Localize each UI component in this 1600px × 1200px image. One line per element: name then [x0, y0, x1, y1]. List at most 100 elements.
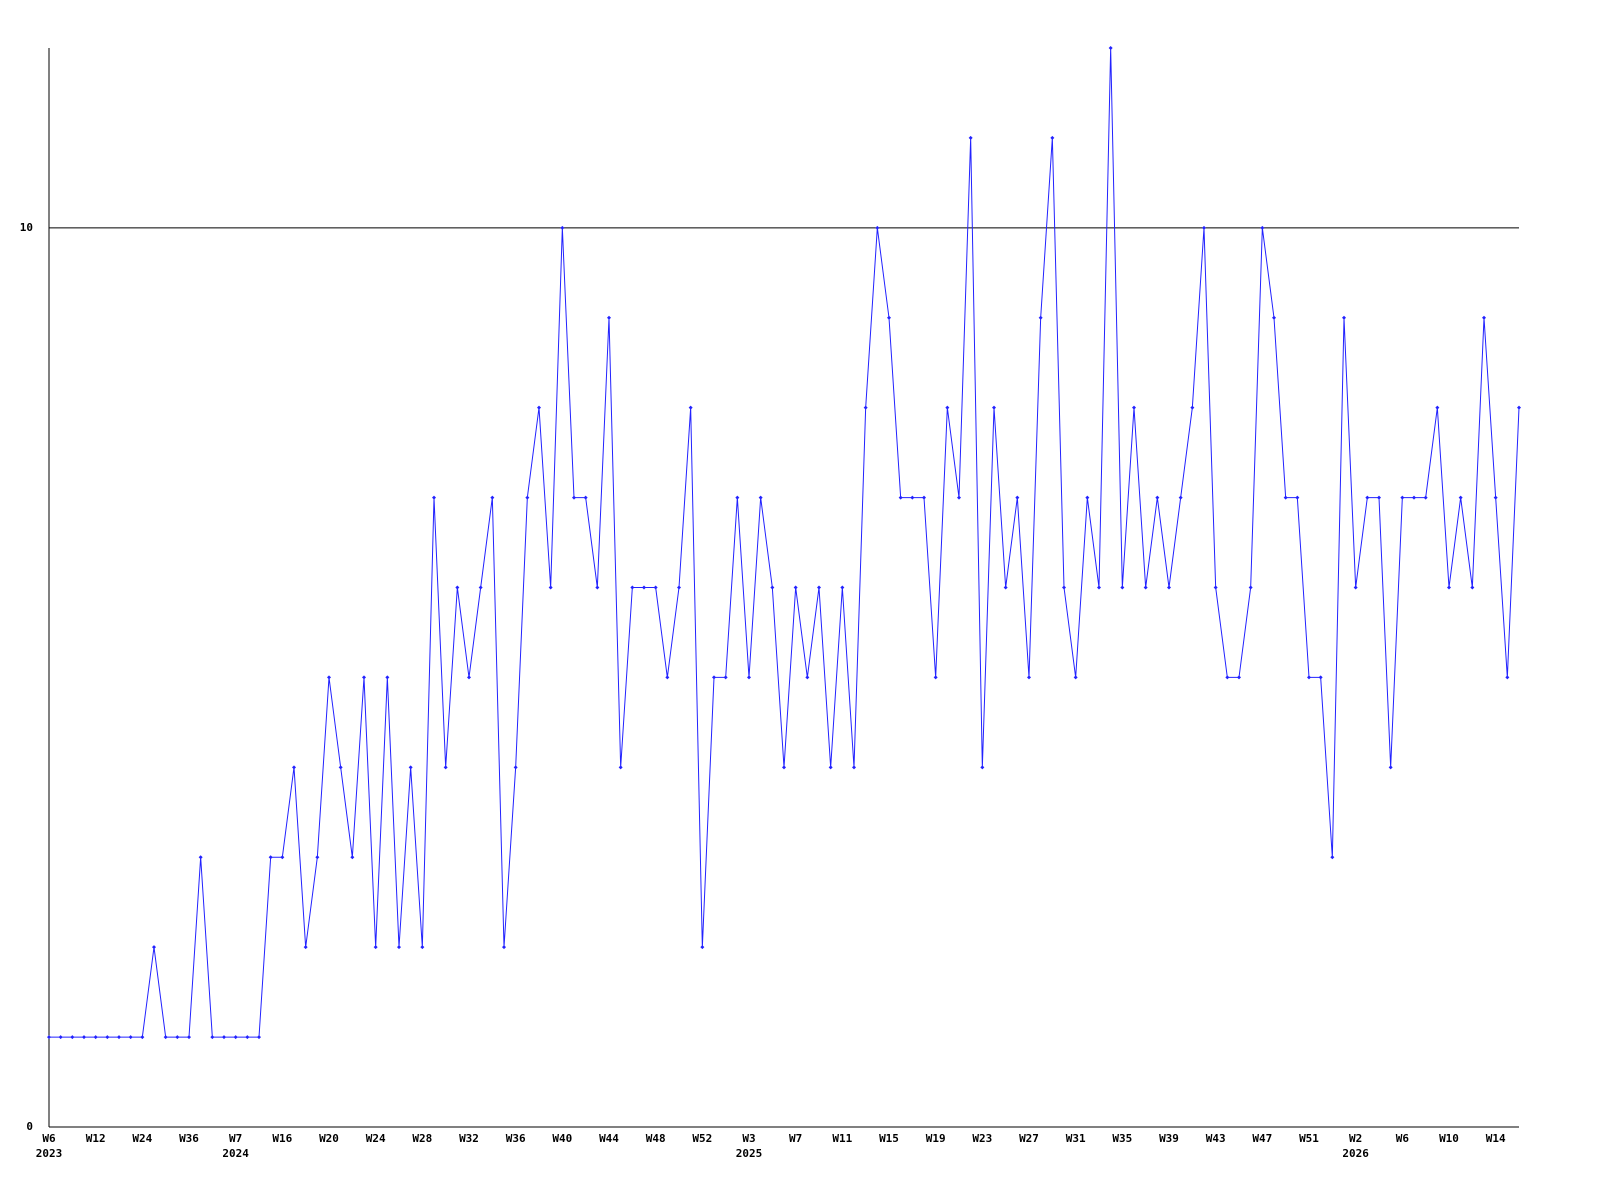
data-point [292, 765, 296, 770]
data-point [735, 495, 740, 500]
data-point [653, 585, 658, 590]
data-point [1458, 495, 1463, 500]
y-tick-label: 0 [26, 1120, 33, 1133]
data-point [303, 945, 308, 950]
data-point [1155, 495, 1160, 500]
data-point [373, 945, 378, 950]
x-tick-label: W6 [42, 1132, 56, 1145]
data-point [105, 1035, 110, 1040]
x-tick-label: W52 [692, 1132, 712, 1145]
data-point [758, 495, 763, 500]
data-point [1027, 675, 1031, 680]
data-point [210, 1035, 215, 1040]
data-point [887, 315, 891, 320]
data-point [1073, 675, 1078, 680]
data-point [490, 495, 495, 500]
data-point [677, 585, 681, 590]
data-point [478, 585, 483, 590]
x-tick-label: W40 [552, 1132, 572, 1145]
data-point [828, 765, 833, 770]
data-point [1178, 495, 1183, 500]
data-point [863, 405, 868, 410]
data-point [723, 675, 728, 680]
data-point [443, 765, 448, 770]
data-point [93, 1035, 98, 1040]
data-point [688, 405, 693, 410]
data-point [700, 945, 705, 950]
y-tick-label: 10 [20, 221, 33, 234]
data-point [1330, 855, 1335, 860]
x-tick-label: W2 [1349, 1132, 1362, 1145]
x-tick-label: W24 [366, 1132, 386, 1145]
data-point [595, 585, 600, 590]
data-point [782, 765, 786, 770]
data-point [1062, 585, 1066, 590]
x-tick-label: W20 [319, 1132, 339, 1145]
data-point [1353, 585, 1358, 590]
data-point [1423, 495, 1428, 500]
data-point [642, 585, 646, 590]
data-point [1213, 585, 1218, 590]
data-point [1505, 675, 1510, 680]
data-point [513, 765, 518, 770]
data-point [537, 405, 541, 410]
data-point [222, 1035, 226, 1040]
data-point [408, 765, 413, 770]
x-tick-label: W51 [1299, 1132, 1319, 1145]
data-point [1097, 585, 1101, 590]
data-point [1167, 585, 1171, 590]
data-point [840, 585, 845, 590]
data-point [1248, 585, 1253, 590]
data-point [910, 495, 915, 500]
data-point [268, 855, 273, 860]
x-year-label: 2023 [36, 1147, 63, 1160]
data-point [1307, 675, 1311, 680]
data-point [1377, 495, 1381, 500]
x-tick-label: W19 [926, 1132, 946, 1145]
x-tick-label: W15 [879, 1132, 899, 1145]
data-point [1272, 315, 1276, 320]
data-point [992, 405, 996, 410]
data-point [618, 765, 623, 770]
data-point [1085, 495, 1090, 500]
data-point [747, 675, 751, 680]
data-point [257, 1035, 261, 1040]
data-point [467, 675, 471, 680]
data-line [49, 47, 1520, 1038]
x-tick-label: W36 [506, 1132, 526, 1145]
data-point [525, 495, 530, 500]
x-tick-label: W6 [1396, 1132, 1410, 1145]
data-point [47, 1035, 51, 1040]
data-point [140, 1035, 145, 1040]
data-point [560, 225, 565, 230]
data-point [58, 1035, 63, 1040]
x-tick-label: W24 [132, 1132, 152, 1145]
data-point [128, 1035, 133, 1040]
data-point [327, 675, 331, 680]
data-point [397, 945, 401, 950]
data-point [1470, 585, 1475, 590]
data-point [385, 675, 390, 680]
x-tick-label: W10 [1439, 1132, 1459, 1145]
data-point [1132, 405, 1136, 410]
x-tick-label: W43 [1206, 1132, 1226, 1145]
x-tick-label: W39 [1159, 1132, 1179, 1145]
data-point [1108, 46, 1113, 50]
data-point [432, 495, 436, 500]
data-point [350, 855, 355, 860]
data-point [420, 945, 425, 950]
x-tick-label: W7 [229, 1132, 242, 1145]
x-tick-label: W32 [459, 1132, 479, 1145]
data-point [1482, 315, 1486, 320]
x-tick-label: W48 [646, 1132, 666, 1145]
data-point [1435, 405, 1440, 410]
data-point [1120, 585, 1125, 590]
data-point [187, 1035, 191, 1040]
data-point [1517, 405, 1521, 410]
data-point [572, 495, 576, 500]
data-point [245, 1035, 250, 1040]
data-point [1318, 675, 1323, 680]
x-tick-label: W16 [272, 1132, 292, 1145]
data-point [1050, 135, 1055, 140]
